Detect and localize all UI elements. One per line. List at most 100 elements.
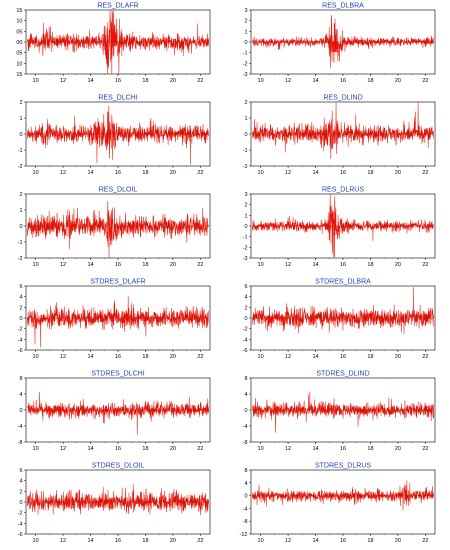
y-tick-label: 2 <box>244 19 247 25</box>
x-tick-label: 22 <box>197 354 203 360</box>
y-tick-label: -2 <box>243 164 248 170</box>
x-tick-label: 16 <box>340 170 346 176</box>
x-tick-label: 10 <box>258 538 264 544</box>
chart-panel-stdres-dlind: STDRES_DLIND 8 4 0 -4 -8 10 12 14 16 18 20 22 <box>243 371 436 452</box>
y-tick-label: -4 <box>243 506 248 512</box>
x-tick-label: 14 <box>87 354 93 360</box>
y-tick-label: -1 <box>18 148 23 154</box>
y-tick-label: 10 <box>16 61 22 67</box>
series-line <box>252 102 434 160</box>
x-tick-label: 14 <box>87 538 93 544</box>
y-tick-label: 15 <box>16 72 22 78</box>
chart-title: RES_DLBRA <box>322 3 364 10</box>
y-tick-label: 1 <box>19 116 22 122</box>
x-tick-label: 18 <box>367 538 373 544</box>
x-tick-label: 14 <box>87 170 93 176</box>
x-tick-label: 20 <box>170 354 176 360</box>
y-tick-label: 8 <box>19 376 22 382</box>
x-tick-label: 12 <box>285 170 291 176</box>
series-line-core <box>27 220 209 232</box>
x-tick-label: 14 <box>312 262 318 268</box>
plot-frame <box>250 469 436 535</box>
x-tick-label: 18 <box>367 78 373 84</box>
x-tick-label: 12 <box>60 78 66 84</box>
y-tick-label: 4 <box>244 481 247 487</box>
y-tick-label: 0 <box>19 408 22 414</box>
y-tick-label: 1 <box>244 29 247 35</box>
x-tick-label: 16 <box>115 538 121 544</box>
y-tick-label: 1 <box>244 116 247 122</box>
x-tick-label: 10 <box>33 262 39 268</box>
x-tick-label: 20 <box>170 262 176 268</box>
x-tick-label: 12 <box>60 538 66 544</box>
y-tick-label: 0 <box>19 132 22 138</box>
y-tick-label: -2 <box>243 327 248 333</box>
x-tick-label: 22 <box>422 538 428 544</box>
series-line-core <box>27 38 209 46</box>
y-tick-label: 0 <box>244 132 247 138</box>
x-tick-label: 12 <box>60 262 66 268</box>
x-tick-label: 20 <box>395 446 401 452</box>
y-tick-label: 2 <box>244 305 247 311</box>
chart-title: STDRES_DLCHI <box>91 371 144 378</box>
x-tick-label: 12 <box>285 446 291 452</box>
x-tick-label: 10 <box>33 538 39 544</box>
chart-title: STDRES_DLBRA <box>315 279 371 286</box>
x-tick-label: 16 <box>340 354 346 360</box>
y-tick-label: -6 <box>243 348 248 354</box>
x-tick-label: 18 <box>142 446 148 452</box>
x-tick-label: 14 <box>87 262 93 268</box>
y-tick-label: -3 <box>243 256 248 262</box>
y-tick-label: -1 <box>243 235 248 241</box>
y-tick-label: -2 <box>18 164 23 170</box>
y-tick-label: -3 <box>243 72 248 78</box>
chart-title: RES_DLIND <box>323 95 362 102</box>
y-tick-label: -8 <box>243 519 248 525</box>
x-tick-label: 20 <box>395 354 401 360</box>
x-tick-label: 22 <box>197 446 203 452</box>
y-tick-label: 0 <box>244 224 247 230</box>
y-tick-label: 2 <box>19 192 22 198</box>
y-tick-label: -4 <box>18 521 23 527</box>
x-tick-label: 14 <box>312 170 318 176</box>
y-tick-label: 0 <box>244 494 247 500</box>
chart-panel-stdres-dlrus: STDRES_DLRUS 8 4 0 -4 -8 -12 10 12 14 16 18 20 22 <box>240 463 436 544</box>
series-line-core <box>252 312 434 324</box>
x-tick-label: 14 <box>312 446 318 452</box>
x-tick-label: 18 <box>142 538 148 544</box>
y-tick-label: 05 <box>16 29 22 35</box>
x-tick-label: 22 <box>197 262 203 268</box>
x-tick-label: 22 <box>197 538 203 544</box>
y-tick-label: 4 <box>244 295 247 301</box>
y-tick-label: -2 <box>243 61 248 67</box>
x-tick-label: 16 <box>115 446 121 452</box>
y-tick-label: -4 <box>243 424 248 430</box>
series-line <box>252 194 434 258</box>
series-line <box>27 484 209 516</box>
x-tick-label: 14 <box>312 354 318 360</box>
x-tick-label: 16 <box>340 446 346 452</box>
x-tick-label: 14 <box>312 538 318 544</box>
x-tick-label: 18 <box>367 262 373 268</box>
x-tick-label: 12 <box>285 354 291 360</box>
x-tick-label: 20 <box>395 78 401 84</box>
y-tick-label: 8 <box>244 468 247 474</box>
series-line <box>252 391 434 433</box>
x-tick-label: 18 <box>367 354 373 360</box>
y-tick-label: 0 <box>19 316 22 322</box>
y-tick-label: -1 <box>243 148 248 154</box>
series-line <box>27 391 209 436</box>
y-tick-label: -2 <box>18 511 23 517</box>
x-tick-label: 16 <box>340 262 346 268</box>
x-tick-label: 16 <box>340 538 346 544</box>
y-tick-label: 00 <box>16 40 22 46</box>
y-tick-label: -6 <box>18 348 23 354</box>
series-line <box>27 105 209 165</box>
x-tick-label: 22 <box>422 446 428 452</box>
x-tick-label: 12 <box>285 538 291 544</box>
x-tick-label: 16 <box>115 262 121 268</box>
